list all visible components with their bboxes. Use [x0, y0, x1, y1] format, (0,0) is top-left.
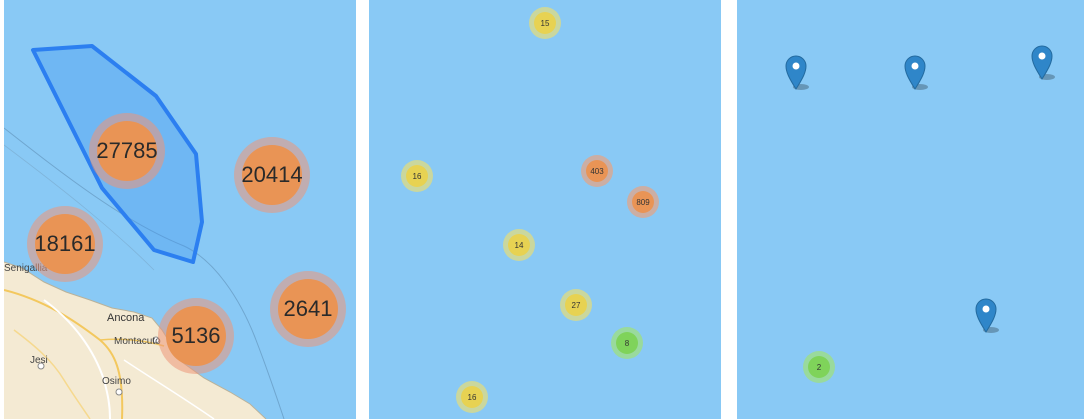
- town-label: Osimo: [102, 376, 131, 387]
- marker-cluster[interactable]: 2641: [270, 271, 346, 347]
- cluster-count: 809: [632, 191, 654, 213]
- sea-route: [4, 127, 285, 419]
- cluster-count: 16: [406, 165, 428, 187]
- town-label: Ancona: [107, 312, 145, 324]
- road: [43, 299, 111, 419]
- marker-cluster[interactable]: 27785: [89, 113, 165, 189]
- town-dot: [37, 362, 45, 370]
- map-marker-icon[interactable]: [783, 54, 809, 90]
- cluster-count: 16: [461, 386, 483, 408]
- cluster-count: 20414: [241, 145, 303, 205]
- town-dot: [115, 388, 123, 396]
- map-marker-icon[interactable]: [973, 297, 999, 333]
- marker-cluster[interactable]: 15: [529, 7, 561, 39]
- map-marker-icon[interactable]: [1029, 44, 1055, 80]
- cluster-count: 8: [616, 332, 638, 354]
- map-panel-overview[interactable]: Senigallia Ancona Montacuto Jesi Osimo 2…: [4, 0, 356, 419]
- cluster-count: 15: [534, 12, 556, 34]
- marker-cluster[interactable]: 2: [803, 351, 835, 383]
- road: [13, 329, 91, 419]
- town-label: Montacuto: [114, 336, 161, 347]
- town-label: Senigallia: [4, 263, 48, 274]
- cluster-count: 2: [808, 356, 830, 378]
- map-panel-zoomed[interactable]: 15 16 403 809 14 27 8 16: [369, 0, 721, 419]
- road: [123, 359, 215, 419]
- marker-cluster[interactable]: 403: [581, 155, 613, 187]
- cluster-count: 18161: [34, 214, 96, 274]
- map-panel-detail[interactable]: 2: [737, 0, 1084, 419]
- cluster-count: 27785: [96, 121, 158, 181]
- cluster-count: 27: [565, 294, 587, 316]
- marker-cluster[interactable]: 20414: [234, 137, 310, 213]
- cluster-count: 403: [586, 160, 608, 182]
- town-label: Jesi: [30, 355, 48, 366]
- marker-cluster[interactable]: 27: [560, 289, 592, 321]
- sea-route: [4, 144, 155, 271]
- marker-cluster[interactable]: 18161: [27, 206, 103, 282]
- cluster-count: 2641: [278, 279, 338, 339]
- marker-cluster[interactable]: 14: [503, 229, 535, 261]
- road: [4, 289, 124, 419]
- marker-cluster[interactable]: 16: [401, 160, 433, 192]
- marker-cluster[interactable]: 809: [627, 186, 659, 218]
- cluster-count: 14: [508, 234, 530, 256]
- marker-cluster[interactable]: 16: [456, 381, 488, 413]
- marker-cluster[interactable]: 8: [611, 327, 643, 359]
- coastline: [4, 261, 267, 419]
- marker-cluster[interactable]: 5136: [158, 298, 234, 374]
- cluster-count: 5136: [166, 306, 226, 366]
- map-marker-icon[interactable]: [902, 54, 928, 90]
